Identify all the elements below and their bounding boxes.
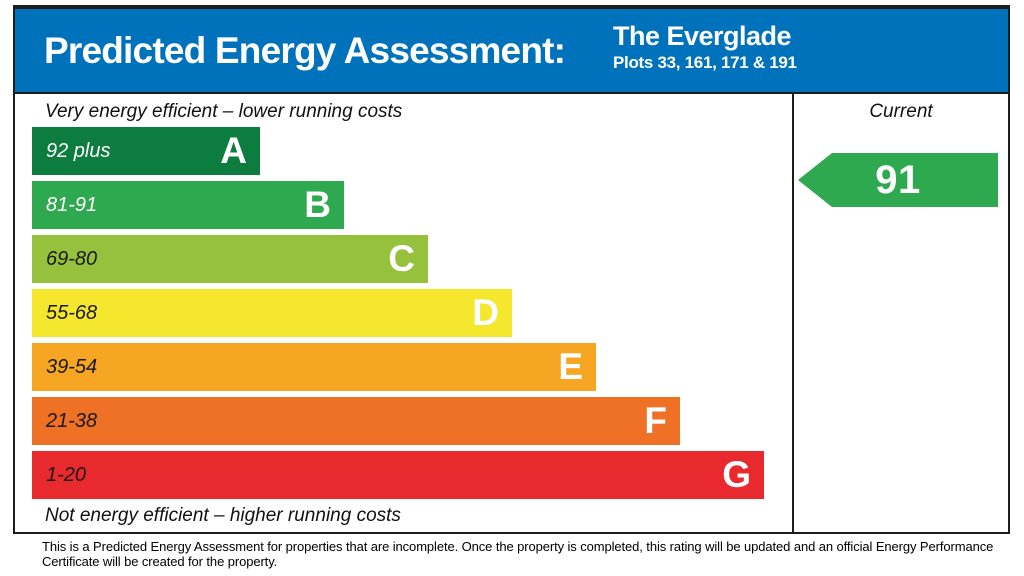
band-letter: G <box>722 454 751 495</box>
band-letter: E <box>558 346 583 387</box>
page-title: Predicted Energy Assessment: <box>44 29 566 71</box>
rating-chart: Very energy efficient – lower running co… <box>15 94 1008 532</box>
current-rating-value: 91 <box>875 157 921 202</box>
disclaimer-line-1: This is a Predicted Energy Assessment fo… <box>42 539 994 554</box>
band-letter: F <box>644 400 667 441</box>
disclaimer-text: This is a Predicted Energy Assessment fo… <box>42 539 1007 569</box>
development-name: The Everglade <box>613 21 792 51</box>
band-d: 55-68 D <box>32 289 512 337</box>
band-letter: C <box>388 238 415 279</box>
current-column-header: Current <box>869 101 933 122</box>
band-letter: D <box>472 292 499 333</box>
band-c: 69-80 C <box>32 235 428 283</box>
band-range-label: 55-68 <box>46 302 98 324</box>
epc-card: Predicted Energy Assessment: The Evergla… <box>13 5 1010 534</box>
band-e: 39-54 E <box>32 343 596 391</box>
bands-column: Very energy efficient – lower running co… <box>15 94 792 532</box>
band-b: 81-91 B <box>32 181 344 229</box>
bottom-caption: Not energy efficient – higher running co… <box>45 505 401 526</box>
band-range-label: 1-20 <box>46 464 87 486</box>
current-rating-arrow: 91 <box>798 153 998 207</box>
band-letter: B <box>304 184 331 225</box>
band-range-label: 92 plus <box>46 140 111 162</box>
band-range-label: 39-54 <box>46 356 98 378</box>
band-a: 92 plus A <box>32 127 260 175</box>
band-range-label: 81-91 <box>46 194 98 216</box>
band-f: 21-38 F <box>32 397 680 445</box>
plot-numbers: Plots 33, 161, 171 & 191 <box>613 53 797 72</box>
band-range-label: 21-38 <box>46 410 98 432</box>
header-banner: Predicted Energy Assessment: The Evergla… <box>15 9 1008 94</box>
band-letter: A <box>220 130 247 171</box>
bands: 92 plus A 81-91 B 69-80 C 55-68 D 39-54 E 21-38 F 1-… <box>32 127 792 505</box>
top-caption: Very energy efficient – lower running co… <box>45 101 403 122</box>
disclaimer-line-2: Certificate will be created for the prop… <box>42 554 278 569</box>
band-g: 1-20 G <box>32 451 764 499</box>
header-property-block: The Everglade Plots 33, 161, 171 & 191 <box>613 21 797 73</box>
current-column: Current 91 <box>792 94 1008 532</box>
band-range-label: 69-80 <box>46 248 98 270</box>
